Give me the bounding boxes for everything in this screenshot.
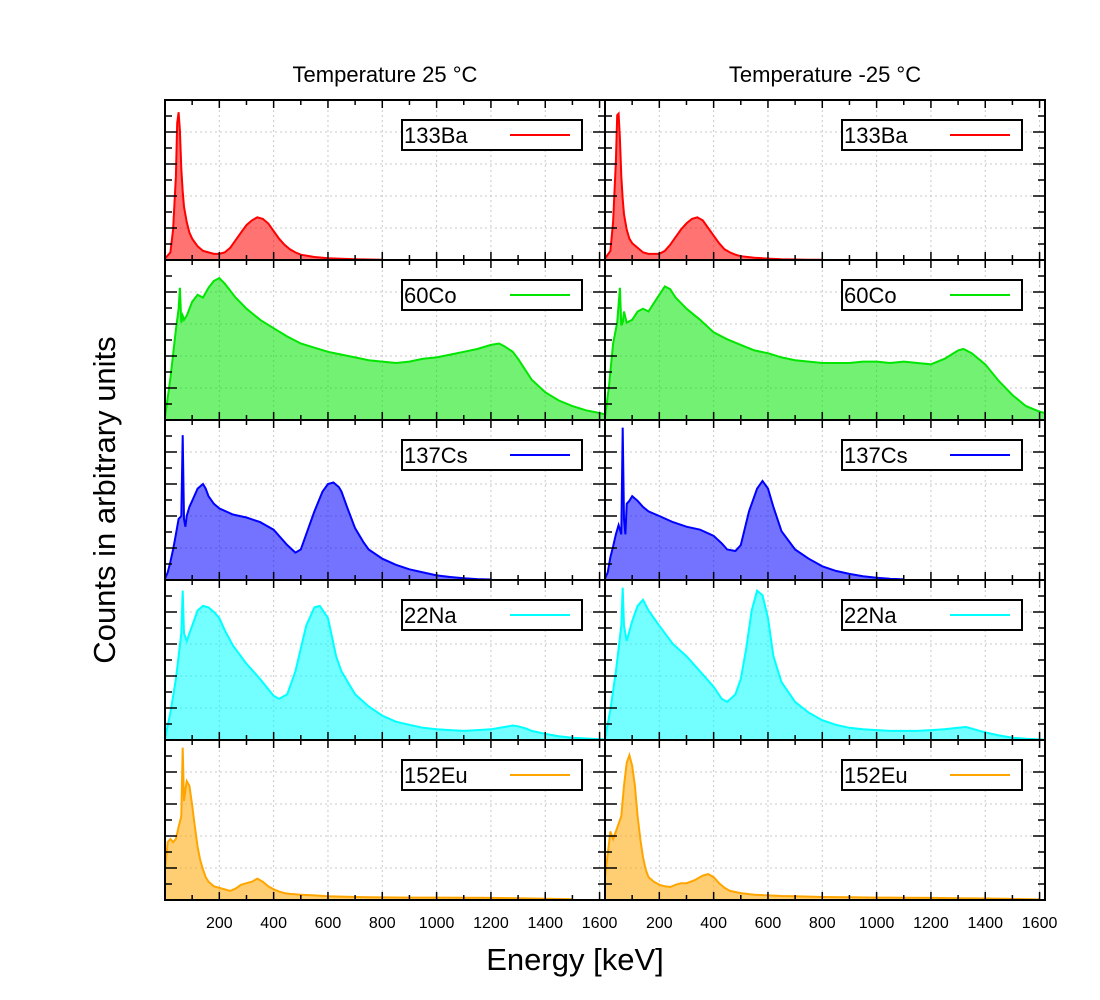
y-axis-label: Counts in arbitrary units xyxy=(87,336,122,663)
panel-25c-60co: 60Co xyxy=(604,259,1046,421)
panel-frame xyxy=(604,739,1046,901)
legend-label: 152Eu xyxy=(844,763,908,788)
legend: 137Cs xyxy=(841,439,1023,471)
series-line-133ba xyxy=(604,111,823,261)
legend: 22Na xyxy=(841,599,1023,631)
x-tick-label: 1600 xyxy=(1022,915,1058,932)
series-line-60co xyxy=(604,285,1046,418)
legend: 60Co xyxy=(841,279,1023,311)
legend-label: 137Cs xyxy=(404,443,468,468)
legend-label: 22Na xyxy=(404,603,457,628)
x-tick-label: 200 xyxy=(646,915,673,932)
legend-label: 60Co xyxy=(404,283,457,308)
series-area-60co xyxy=(605,286,1045,420)
legend: 133Ba xyxy=(401,119,583,151)
legend-label: 22Na xyxy=(844,603,897,628)
x-tick-label: 400 xyxy=(700,915,727,932)
series-area-137cs xyxy=(605,427,904,580)
x-axis-label: Energy [keV] xyxy=(486,942,663,977)
panel-25c-60co: 60Co xyxy=(164,259,606,421)
legend: 137Cs xyxy=(401,439,583,471)
x-tick-label: 1200 xyxy=(473,915,509,932)
series-area-137cs xyxy=(165,435,491,580)
legend-label: 137Cs xyxy=(844,443,908,468)
series-line-22na xyxy=(164,590,606,741)
series-area-22na xyxy=(605,587,1045,740)
legend: 152Eu xyxy=(841,759,1023,791)
panel-25c-133ba: 133Ba xyxy=(164,99,606,261)
legend: 133Ba xyxy=(841,119,1023,151)
legend: 152Eu xyxy=(401,759,583,791)
series-line-133ba xyxy=(164,112,383,261)
column-title-left: Temperature 25 °C xyxy=(293,62,478,87)
panel-25c-22na: 22Na xyxy=(604,579,1046,741)
x-tick-label: 800 xyxy=(369,915,396,932)
legend: 60Co xyxy=(401,279,583,311)
series-line-22na xyxy=(604,587,1046,741)
series-area-152eu xyxy=(605,755,1040,900)
legend-label: 133Ba xyxy=(844,123,908,148)
x-tick-label: 600 xyxy=(755,915,782,932)
series-area-60co xyxy=(165,278,605,420)
panel-25c-137cs: 137Cs xyxy=(604,419,1046,581)
legend-label: 152Eu xyxy=(404,763,468,788)
panel-25c-137cs: 137Cs xyxy=(164,419,606,581)
panel-grid: 133Ba 133Ba 60Co 60Co 137Cs 137Cs 22Na 22Na 152E… xyxy=(164,99,1046,901)
legend-label: 60Co xyxy=(844,283,897,308)
series-line-152eu xyxy=(164,747,573,901)
legend-label: 133Ba xyxy=(404,123,468,148)
x-tick-label: 1600 xyxy=(582,915,618,932)
panel-25c-133ba: 133Ba xyxy=(604,99,1046,261)
x-tick-label: 800 xyxy=(809,915,836,932)
x-tick-label: 1400 xyxy=(967,915,1003,932)
x-tick-label: 1000 xyxy=(419,915,455,932)
x-tick-label: 1400 xyxy=(527,915,563,932)
column-title-right: Temperature -25 °C xyxy=(729,62,921,87)
series-line-60co xyxy=(164,276,606,418)
series-line-137cs xyxy=(604,427,904,581)
series-area-22na xyxy=(165,590,605,740)
x-tick-label: 600 xyxy=(315,915,342,932)
panel-25c-22na: 22Na xyxy=(164,579,606,741)
series-line-152eu xyxy=(604,751,1040,901)
series-area-133ba xyxy=(165,112,383,260)
series-area-133ba xyxy=(605,113,823,260)
x-tick-labels: 200 400 600 800 1000 1200 1400 1600 200 400 600 800… xyxy=(206,915,1057,932)
x-tick-label: 200 xyxy=(206,915,233,932)
x-tick-label: 400 xyxy=(260,915,287,932)
x-tick-label: 1000 xyxy=(859,915,895,932)
panel-25c-152eu: 152Eu xyxy=(604,739,1046,901)
panel-25c-152eu: 152Eu xyxy=(164,739,606,901)
series-area-152eu xyxy=(165,747,573,900)
series-line-137cs xyxy=(164,435,491,581)
legend: 22Na xyxy=(401,599,583,631)
x-tick-label: 1200 xyxy=(913,915,949,932)
